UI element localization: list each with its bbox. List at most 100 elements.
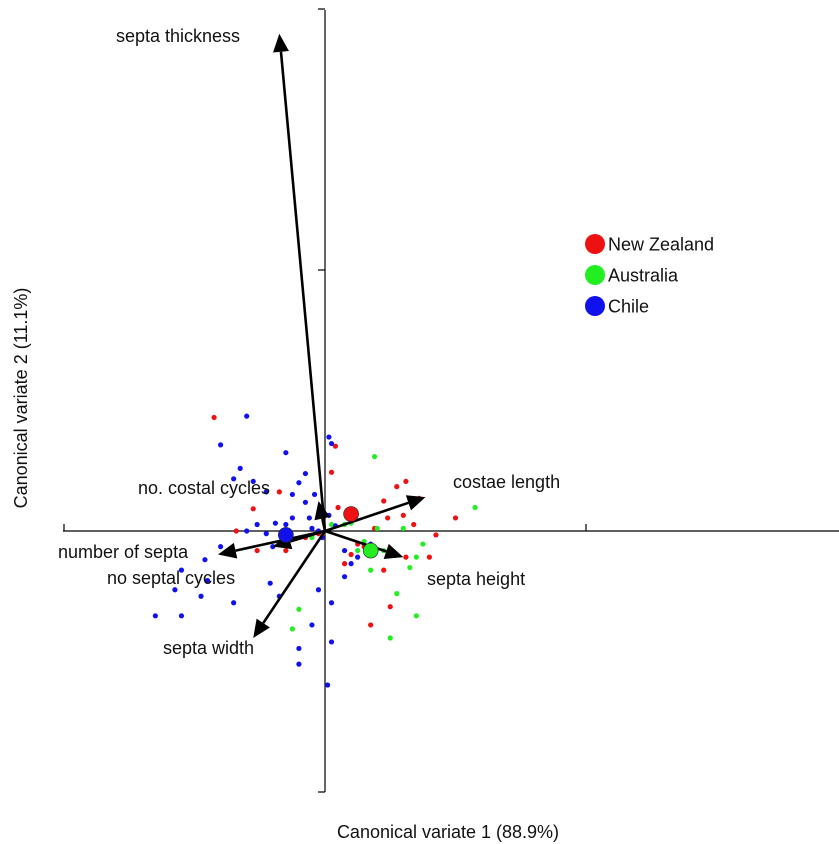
point-australia xyxy=(371,454,378,460)
point-chile xyxy=(289,515,295,521)
x-axis-title: Canonical variate 1 (88.9%) xyxy=(337,822,559,842)
point-chile xyxy=(178,567,185,573)
point-new-zealand xyxy=(426,554,432,560)
point-new-zealand xyxy=(254,547,260,554)
legend-label-chile: Chile xyxy=(608,297,649,317)
point-australia xyxy=(368,567,374,573)
point-new-zealand xyxy=(211,414,217,421)
legend: New Zealand Australia Chile xyxy=(585,234,714,317)
point-new-zealand xyxy=(385,515,391,521)
point-chile xyxy=(311,491,318,498)
point-chile xyxy=(302,499,309,505)
point-chile xyxy=(325,682,331,688)
point-chile xyxy=(270,544,276,550)
point-chile xyxy=(202,557,208,563)
point-new-zealand xyxy=(341,561,348,567)
vector-septa-width xyxy=(262,530,327,624)
group-centroids xyxy=(278,506,379,559)
point-new-zealand xyxy=(328,469,335,475)
point-chile xyxy=(289,491,295,498)
point-chile xyxy=(244,528,250,534)
point-new-zealand xyxy=(411,521,417,528)
point-chile xyxy=(152,613,158,619)
point-australia xyxy=(400,525,406,531)
point-australia xyxy=(387,635,393,641)
point-new-zealand xyxy=(381,498,387,504)
point-chile xyxy=(296,480,302,486)
point-chile xyxy=(272,520,279,526)
point-new-zealand xyxy=(250,506,256,512)
point-new-zealand xyxy=(332,443,339,449)
legend-label-australia: Australia xyxy=(608,266,679,286)
vector-label-septa-width: septa width xyxy=(163,638,254,658)
centroid-australia xyxy=(362,542,379,559)
loading-vectors: septa thickness costae length no. costal c… xyxy=(58,26,560,658)
point-chile xyxy=(254,521,260,528)
legend-marker-new-zealand xyxy=(585,234,605,254)
point-australia xyxy=(296,606,302,612)
point-chile xyxy=(263,531,269,537)
point-chile xyxy=(283,450,289,456)
point-chile xyxy=(309,622,315,628)
vector-arrowhead-number-of-septa xyxy=(217,542,238,559)
point-chile xyxy=(326,434,332,440)
point-chile xyxy=(355,554,361,560)
point-chile xyxy=(328,639,335,645)
vector-label-septa-height: septa height xyxy=(427,569,525,589)
point-chile xyxy=(296,645,302,652)
point-new-zealand xyxy=(387,604,393,610)
point-chile xyxy=(244,413,250,419)
point-new-zealand xyxy=(403,554,409,560)
point-chile xyxy=(296,661,302,667)
point-chile xyxy=(218,442,224,448)
point-new-zealand xyxy=(381,567,387,573)
vector-label-septa-thickness: septa thickness xyxy=(116,26,240,46)
vector-arrowhead-septa-width xyxy=(253,618,270,639)
point-australia xyxy=(413,613,419,619)
point-chile xyxy=(348,561,354,567)
point-chile xyxy=(302,470,309,477)
point-chile xyxy=(231,600,237,606)
point-australia xyxy=(472,504,478,511)
point-australia xyxy=(420,541,426,547)
centroid-new-zealand xyxy=(343,506,359,522)
point-new-zealand xyxy=(233,528,239,534)
point-chile xyxy=(341,574,348,580)
legend-marker-australia xyxy=(585,265,605,285)
vector-arrowhead-no-costal-cycles xyxy=(314,500,331,521)
point-australia xyxy=(355,547,361,554)
point-chile xyxy=(328,600,335,606)
vector-label-no-costal-cycles: no. costal cycles xyxy=(138,478,270,498)
point-chile xyxy=(306,515,312,521)
point-chile xyxy=(267,580,273,586)
point-new-zealand xyxy=(403,478,409,485)
point-chile xyxy=(198,593,204,599)
point-chile xyxy=(315,587,322,593)
point-chile xyxy=(178,613,185,619)
vector-no-septal-cycles xyxy=(289,529,326,543)
axes xyxy=(63,8,839,793)
y-axis-title: Canonical variate 2 (11.1%) xyxy=(11,288,31,509)
point-chile xyxy=(263,489,269,495)
vector-label-costae-length: costae length xyxy=(453,472,560,492)
vector-arrowhead-septa-height xyxy=(383,543,404,559)
vector-no-costal-cycles xyxy=(321,518,327,532)
vector-costae-length xyxy=(324,501,409,533)
point-chile xyxy=(283,521,289,528)
point-australia xyxy=(407,564,413,571)
point-chile xyxy=(328,440,335,447)
point-new-zealand xyxy=(348,551,354,558)
point-new-zealand xyxy=(283,547,289,554)
point-new-zealand xyxy=(400,512,406,518)
point-chile xyxy=(231,476,237,482)
point-australia xyxy=(394,591,400,597)
point-new-zealand xyxy=(276,489,282,495)
vector-arrowhead-septa-thickness xyxy=(273,33,289,53)
point-chile xyxy=(172,587,178,593)
point-australia xyxy=(289,626,295,632)
point-australia xyxy=(374,525,380,531)
point-new-zealand xyxy=(394,484,400,490)
point-chile xyxy=(309,525,315,531)
point-australia xyxy=(328,521,335,528)
